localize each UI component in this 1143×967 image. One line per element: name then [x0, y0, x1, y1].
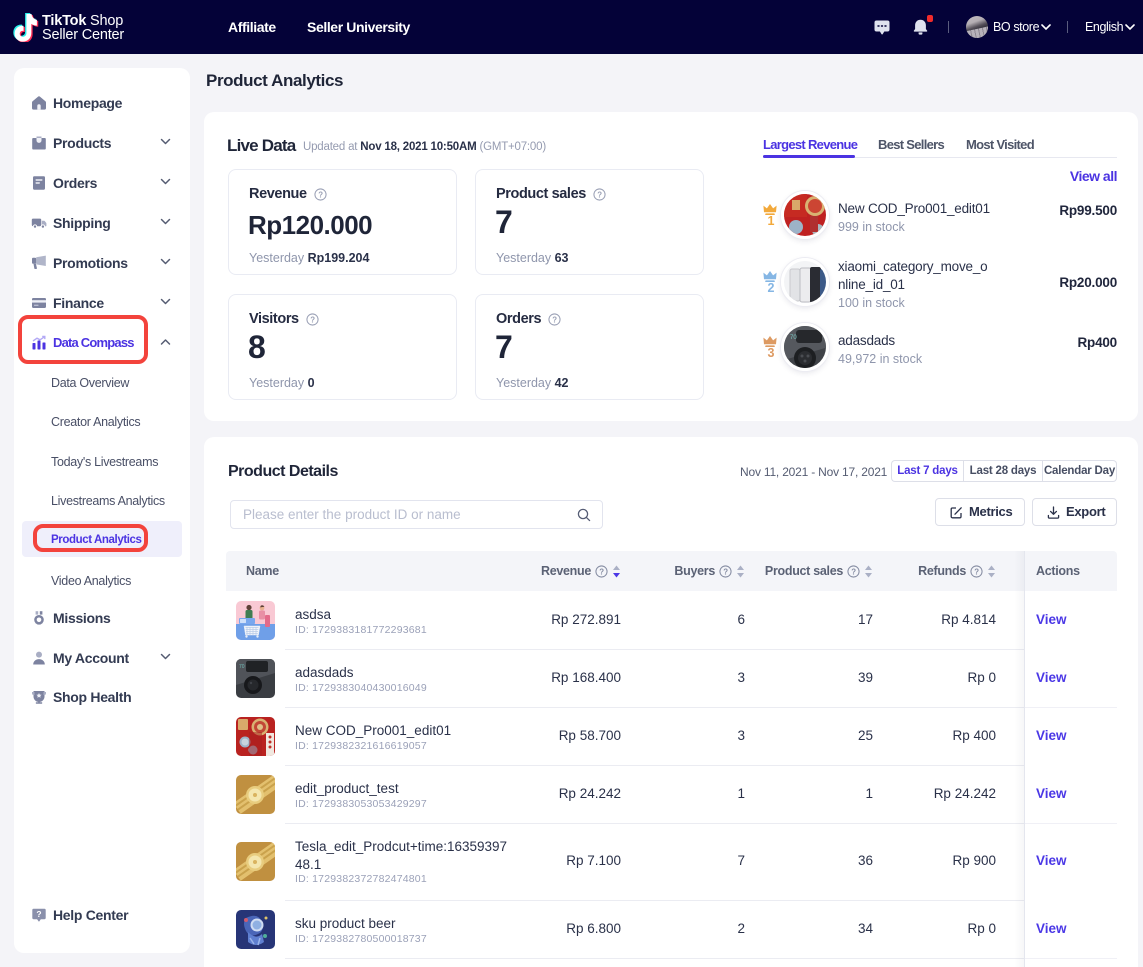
svg-text:?: ?: [599, 567, 604, 576]
svg-text:?: ?: [36, 909, 41, 919]
svg-text:70: 70: [790, 335, 797, 341]
svg-text:?: ?: [597, 190, 602, 199]
svg-text:?: ?: [974, 567, 979, 576]
svg-text:?: ?: [310, 315, 315, 324]
svg-text:?: ?: [318, 190, 323, 199]
svg-text:?: ?: [723, 567, 728, 576]
svg-text:?: ?: [851, 567, 856, 576]
svg-text:70: 70: [239, 664, 245, 670]
svg-text:?: ?: [552, 315, 557, 324]
